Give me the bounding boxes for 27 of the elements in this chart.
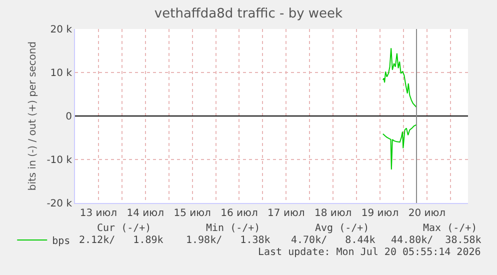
- x-tick-label: 17 июл: [268, 208, 305, 219]
- text: 44.80k/ 38.58k: [391, 235, 482, 246]
- text: Last update: Mon Jul 20 05:55:14 2026: [258, 247, 481, 258]
- text: 1.98k/ 1.38k: [186, 235, 270, 246]
- x-tick-label: 18 июл: [314, 208, 352, 219]
- text: Max (-/+): [423, 223, 478, 234]
- chart-title: vethaffda8d traffic - by week: [154, 6, 344, 22]
- x-tick-label: 16 июл: [220, 208, 258, 219]
- y-tick-label: -10 k: [46, 155, 72, 166]
- text: 2.12k/ 1.89k: [79, 235, 164, 246]
- x-tick-label: 20 июл: [408, 208, 446, 219]
- text: Cur (-/+): [97, 223, 152, 234]
- x-tick-label: 19 июл: [361, 208, 399, 219]
- y-tick-label: 20 k: [50, 24, 72, 36]
- y-tick-label: -20 k: [46, 198, 72, 210]
- y-tick-label: 10 k: [50, 68, 72, 79]
- text: 4.70k/ 8.44k: [291, 235, 376, 246]
- x-tick-label: 15 июл: [174, 208, 211, 219]
- x-tick-label: 14 июл: [126, 208, 164, 219]
- text: Min (-/+): [206, 223, 260, 234]
- line-series: [382, 48, 418, 108]
- y-tick-label: 0: [66, 112, 72, 122]
- line-series: [382, 124, 418, 170]
- x-tick-label: 13 июл: [80, 208, 118, 219]
- y-axis-title: bits in (-) / out (+) per second: [28, 41, 39, 191]
- legend-label: bps: [52, 236, 70, 247]
- text: Avg (-/+): [315, 223, 370, 234]
